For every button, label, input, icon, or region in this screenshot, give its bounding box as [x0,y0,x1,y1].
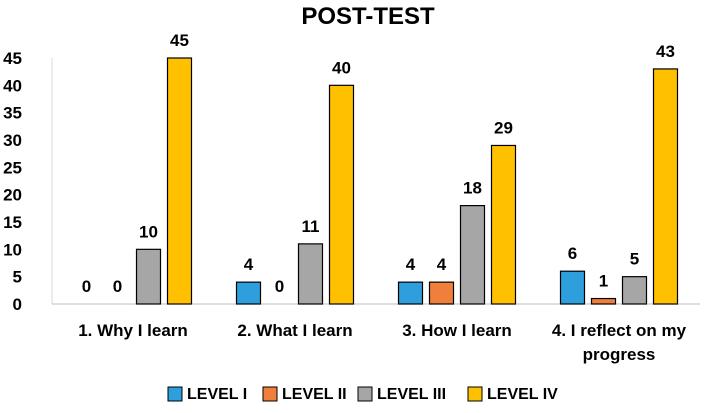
data-label: 40 [332,58,351,77]
legend-label: LEVEL III [377,386,446,403]
bar-level-iii [135,248,162,305]
y-tick-label: 0 [13,295,22,314]
legend-swatch [467,386,483,402]
bar-level-iv [166,57,193,305]
data-label: 1 [599,272,608,291]
bar-level-i [235,281,262,305]
data-label: 0 [113,277,122,296]
y-tick-label: 35 [3,104,22,123]
data-label: 18 [463,179,482,198]
legend-swatch [262,386,278,402]
legend-swatch [357,386,373,402]
chart-title: POST-TEST [301,3,435,30]
legend-label: LEVEL II [282,386,347,403]
y-tick-label: 15 [3,213,22,232]
data-label: 4 [406,255,416,274]
data-label: 29 [494,118,513,137]
data-label: 0 [275,277,284,296]
legend: LEVEL I LEVEL II LEVEL III LEVEL IV [167,386,558,403]
bar-level-iii [297,243,324,305]
x-tick-label: 2. What I learn [237,321,352,340]
y-tick-label: 5 [13,268,22,287]
bar-level-ii [590,297,617,305]
y-tick-label: 10 [3,240,22,259]
y-tick-label: 25 [3,158,22,177]
bar-level-i [559,270,586,305]
data-label: 6 [568,244,577,263]
y-tick-label: 40 [3,76,22,95]
bar-level-iii [459,205,486,305]
bar-level-iv [652,68,679,305]
legend-label: LEVEL IV [487,386,558,403]
bar-level-ii [428,281,455,305]
y-tick-label: 20 [3,186,22,205]
legend-swatch [167,386,183,402]
bar-level-iii [621,276,648,305]
data-label: 10 [139,222,158,241]
x-tick-label: progress [583,345,656,364]
x-tick-label: 3. How I learn [402,321,512,340]
x-tick-label: 1. Why I learn [78,321,188,340]
data-label: 4 [244,255,254,274]
x-tick-label: 4. I reflect on my [552,321,687,340]
data-label: 43 [656,42,675,61]
data-label: 11 [302,217,320,236]
legend-label: LEVEL I [187,386,247,403]
data-label: 0 [82,277,91,296]
y-tick-label: 30 [3,131,22,150]
data-label: 4 [437,255,447,274]
bar-level-iv [490,144,517,305]
y-tick-label: 45 [3,49,22,68]
bar-level-iv [328,84,355,305]
data-label: 45 [170,31,189,50]
bar-level-i [397,281,424,305]
data-label: 5 [630,250,639,269]
